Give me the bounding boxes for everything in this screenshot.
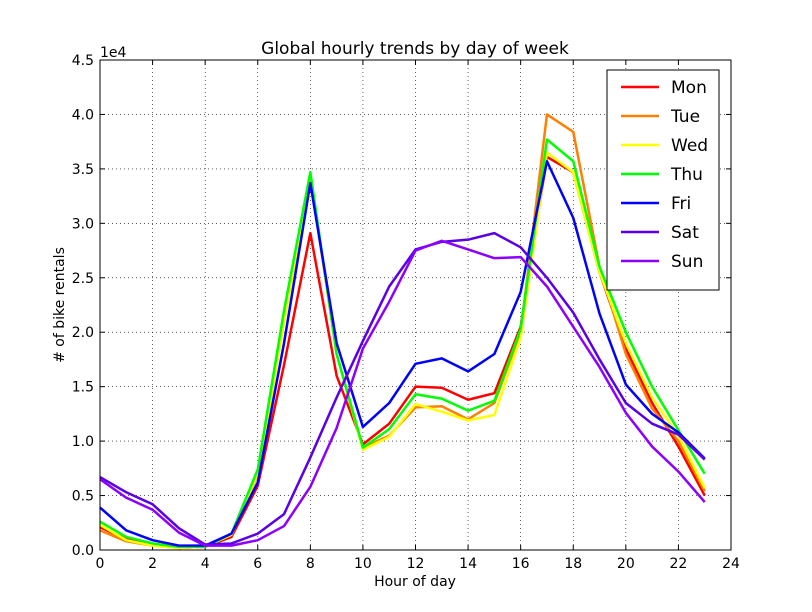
y-tick-label: 2.5 xyxy=(72,271,94,287)
x-tick-label: 0 xyxy=(96,556,105,572)
y-tick-label: 1.0 xyxy=(72,434,94,450)
y-tick-label: 1.5 xyxy=(72,380,94,396)
x-tick-label: 4 xyxy=(201,556,210,572)
x-tick-label: 2 xyxy=(148,556,157,572)
x-tick-label: 14 xyxy=(459,556,477,572)
legend-label: Sat xyxy=(671,223,699,243)
y-tick-label: 0.0 xyxy=(72,543,94,559)
x-tick-label: 10 xyxy=(354,556,372,572)
legend-box xyxy=(606,69,720,291)
legend-label: Mon xyxy=(671,78,707,98)
series-line xyxy=(99,239,706,547)
y-tick-label: 4.0 xyxy=(72,107,94,123)
x-axis-label: Hour of day xyxy=(374,574,456,590)
y-axis-label: # of bike rentals xyxy=(52,247,68,363)
x-tick-label: 16 xyxy=(512,556,530,572)
chart-title: Global hourly trends by day of week xyxy=(261,39,569,59)
x-tick-label: 22 xyxy=(670,556,688,572)
y-tick-label: 0.5 xyxy=(72,489,94,505)
y-tick-label: 4.5 xyxy=(72,53,94,69)
y-tick-label: 3.0 xyxy=(72,216,94,232)
y-offset-label: 1e4 xyxy=(100,45,127,61)
series-line xyxy=(99,160,706,547)
x-tick-label: 8 xyxy=(306,556,315,572)
plot-frame xyxy=(99,59,732,551)
x-tick-label: 6 xyxy=(253,556,262,572)
legend-label: Fri xyxy=(671,194,691,214)
x-tick-label: 24 xyxy=(722,556,740,572)
series-line xyxy=(99,231,706,546)
legend-label: Wed xyxy=(671,136,708,156)
x-tick-label: 18 xyxy=(564,556,582,572)
legend-label: Tue xyxy=(670,107,700,127)
legend-label: Thu xyxy=(670,165,703,185)
x-tick-label: 12 xyxy=(407,556,425,572)
legend-label: Sun xyxy=(671,252,703,272)
y-tick-label: 3.5 xyxy=(72,162,94,178)
x-tick-label: 20 xyxy=(617,556,635,572)
y-tick-label: 2.0 xyxy=(72,325,94,341)
